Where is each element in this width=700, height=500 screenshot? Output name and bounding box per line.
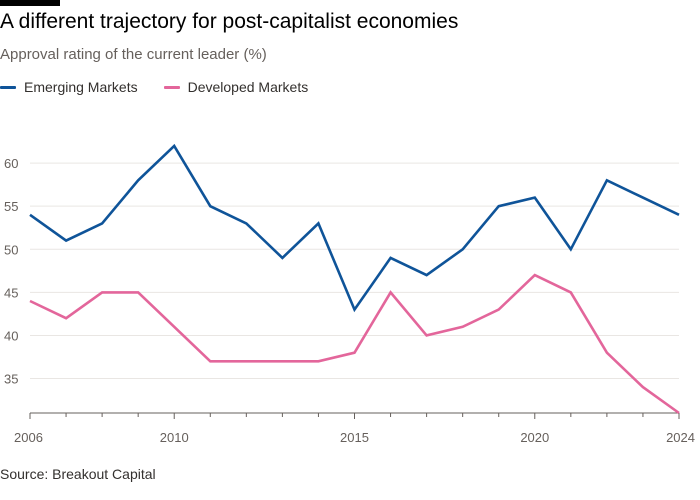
series-line-developed-markets <box>29 273 680 415</box>
x-tick-label: 2006 <box>14 430 43 445</box>
legend: Emerging Markets Developed Markets <box>0 79 334 95</box>
legend-label-emerging: Emerging Markets <box>24 79 138 95</box>
chart-source: Source: Breakout Capital <box>0 466 156 482</box>
y-tick-label: 40 <box>4 328 18 343</box>
x-tick-label: 2010 <box>160 430 189 445</box>
y-tick-label: 60 <box>4 156 18 171</box>
y-tick-label: 50 <box>4 242 18 257</box>
x-tick-label: 2020 <box>520 430 549 445</box>
series-line-emerging-markets <box>29 143 680 313</box>
chart-subtitle: Approval rating of the current leader (%… <box>0 46 267 63</box>
legend-label-developed: Developed Markets <box>187 79 309 95</box>
legend-item-developed: Developed Markets <box>163 79 309 95</box>
x-tick-label: 2024 <box>666 430 695 445</box>
y-tick-label: 45 <box>4 285 18 300</box>
y-tick-label: 55 <box>4 199 18 214</box>
line-chart: 35 40 45 50 55 60 2006 2010 2015 2020 2024 <box>4 143 695 445</box>
legend-swatch-emerging <box>0 85 16 89</box>
legend-swatch-developed <box>163 85 180 89</box>
chart-title: A different trajectory for post-capitali… <box>0 10 459 33</box>
y-tick-label: 35 <box>4 372 18 387</box>
x-tick-label: 2015 <box>340 430 369 445</box>
brand-bar <box>0 0 60 6</box>
legend-item-emerging: Emerging Markets <box>0 79 138 95</box>
